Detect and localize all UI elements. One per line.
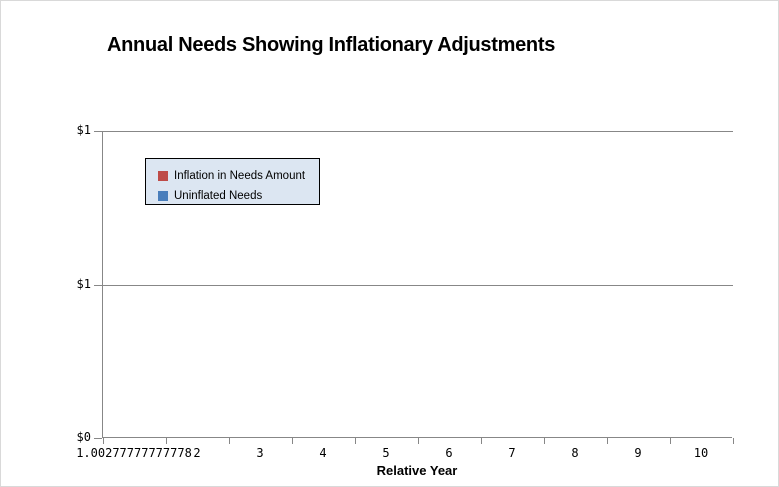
y-axis-tick-label: $1 — [76, 123, 91, 137]
x-axis-title: Relative Year — [376, 463, 458, 478]
y-axis-tick-label: $0 — [76, 430, 91, 444]
x-axis-tick — [166, 438, 167, 444]
x-axis-tick — [292, 438, 293, 444]
y-axis-tick-label: $1 — [76, 276, 91, 291]
y-axis-tick — [94, 285, 102, 286]
x-axis-tick-label: 10 — [693, 446, 709, 460]
x-axis-tick — [733, 438, 734, 444]
legend-item-label: Uninflated Needs — [174, 190, 263, 202]
y-axis-tick — [94, 438, 102, 439]
x-axis-tick-label: 6 — [445, 446, 453, 460]
legend: Inflation in Needs Amount Uninflated Need… — [145, 158, 320, 205]
x-axis-tick-label: 9 — [634, 446, 642, 460]
y-axis-tick — [94, 131, 102, 132]
x-axis-tick-label: 1.00277777777778 — [76, 446, 192, 460]
horizontal-gridline — [103, 285, 733, 286]
horizontal-gridline — [103, 131, 733, 132]
x-axis-tick — [607, 438, 608, 444]
x-axis-tick — [229, 438, 230, 444]
x-axis-tick — [481, 438, 482, 444]
x-axis-tick-label: 4 — [319, 446, 327, 460]
x-axis-tick-label: 3 — [256, 446, 264, 460]
x-axis-tick — [355, 438, 356, 444]
legend-item: Inflation in Needs Amount — [158, 166, 319, 186]
x-axis-tick-label: 5 — [382, 446, 390, 460]
x-axis-tick — [418, 438, 419, 444]
x-axis-tick — [670, 438, 671, 444]
x-axis-tick — [103, 438, 104, 444]
red-square-swatch — [158, 171, 168, 181]
chart-title: Annual Needs Showing Inflationary Adjust… — [107, 34, 556, 56]
legend-item: Uninflated Needs — [158, 186, 319, 206]
x-axis-tick-label: 8 — [571, 446, 579, 460]
x-axis-tick — [544, 438, 545, 444]
legend-item-label: Inflation in Needs Amount — [174, 170, 306, 182]
x-axis-tick-label: 2 — [193, 446, 201, 460]
plot-area: Inflation in Needs Amount Uninflated Need… — [94, 131, 734, 444]
blue-square-swatch — [158, 191, 168, 201]
x-axis-tick-label: 7 — [508, 446, 516, 460]
